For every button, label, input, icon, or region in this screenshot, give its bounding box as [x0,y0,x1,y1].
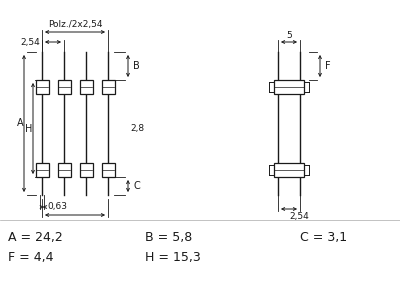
Text: F = 4,4: F = 4,4 [8,252,54,265]
Bar [58,163,71,177]
Text: B = 5,8: B = 5,8 [145,232,192,244]
Text: H = 15,3: H = 15,3 [145,252,201,265]
Text: 5: 5 [286,30,292,40]
Bar [274,163,304,177]
Text: H: H [25,123,33,134]
Text: B: B [133,61,140,71]
Bar [80,80,93,94]
Bar [80,163,93,177]
Text: 2,54: 2,54 [20,38,40,46]
Bar [102,80,115,94]
Text: 2,54: 2,54 [289,212,309,221]
Text: 2,8: 2,8 [130,124,144,133]
Text: C: C [133,181,140,191]
Bar [36,163,49,177]
Text: 0,63: 0,63 [47,203,67,212]
Text: A: A [17,119,23,128]
Text: Polz./2x2,54: Polz./2x2,54 [48,21,102,30]
Bar [102,163,115,177]
Text: F: F [325,61,331,71]
Bar [58,80,71,94]
Bar [274,80,304,94]
Text: A = 24,2: A = 24,2 [8,232,63,244]
Bar [36,80,49,94]
Text: C = 3,1: C = 3,1 [300,232,347,244]
